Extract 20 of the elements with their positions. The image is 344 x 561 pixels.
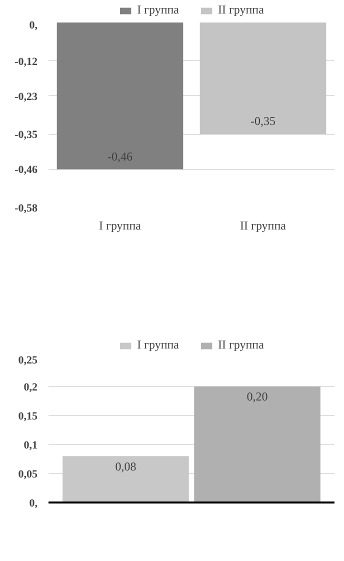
legend-label: II группа (218, 338, 264, 352)
y-tick-label: -0,12 (14, 56, 38, 68)
y-tick-label: 0,2 (24, 382, 38, 394)
y-tick-label: 0,15 (18, 410, 38, 422)
legend-label: I группа (137, 2, 179, 18)
y-tick-label: 0,05 (18, 468, 38, 480)
data-label: -0,46 (108, 149, 132, 164)
y-tick-label: 0,1 (24, 440, 38, 452)
data-label: 0,08 (115, 459, 136, 474)
y-tick-label: 0, (29, 20, 38, 32)
data-label: -0,35 (250, 114, 276, 128)
y-tick-label: 0,25 (18, 354, 38, 366)
data-label: 0,20 (246, 390, 268, 404)
y-tick-label: 0, (29, 498, 38, 510)
y-tick-label: -0,35 (14, 129, 38, 142)
y-tick-label: -0,58 (14, 202, 38, 214)
y-tick-label: -0,46 (14, 164, 38, 176)
legend-label: II группа (218, 2, 264, 18)
y-tick-label: -0,23 (14, 90, 38, 103)
legend-label: I группа (137, 338, 179, 352)
